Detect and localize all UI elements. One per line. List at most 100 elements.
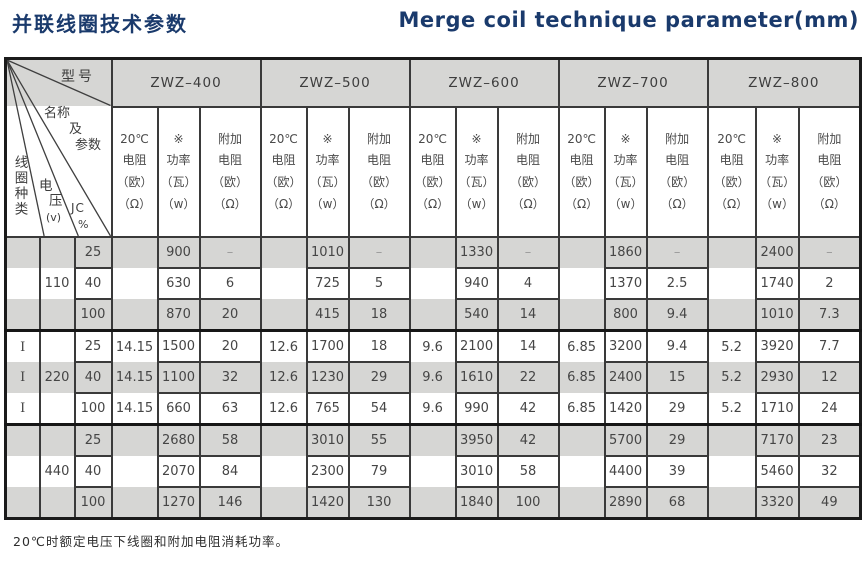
subheader-r20: 20℃ 电阻 （欧） （Ω） bbox=[408, 106, 457, 238]
cell-additional-resistance: 24 bbox=[797, 392, 862, 426]
title-bar: 并联线圈技术参数 Merge coil technique parameter(… bbox=[0, 0, 865, 42]
cell-additional-resistance: 9.4 bbox=[645, 329, 709, 363]
cell-additional-resistance: 29 bbox=[645, 423, 709, 457]
table-row: 25 2680 58 3010 55 3950 42 5700 29 7170 23 bbox=[4, 423, 862, 457]
cell-resistance-20c bbox=[706, 456, 757, 487]
cell-additional-resistance: 42 bbox=[496, 392, 560, 426]
cell-power: 1610 bbox=[454, 361, 499, 394]
cell-resistance-20c: 9.6 bbox=[408, 329, 457, 362]
cell-additional-resistance: 7.7 bbox=[797, 329, 862, 363]
cell-resistance-20c bbox=[110, 268, 159, 299]
cell-additional-resistance: 5 bbox=[347, 267, 411, 300]
cell-additional-resistance: 54 bbox=[347, 392, 411, 426]
cell-resistance-20c bbox=[259, 456, 308, 487]
cell-additional-resistance: 49 bbox=[797, 486, 862, 520]
cell-resistance-20c bbox=[557, 487, 606, 519]
cell-additional-resistance: 18 bbox=[347, 298, 411, 332]
cell-additional-resistance: 79 bbox=[347, 455, 411, 488]
cell-power: 1840 bbox=[454, 486, 499, 520]
cell-resistance-20c bbox=[110, 299, 159, 331]
subheader-radd: 附加 电阻 （欧） （Ω） bbox=[645, 106, 709, 238]
cell-coil-type bbox=[4, 487, 41, 519]
cell-power: 2930 bbox=[754, 361, 800, 394]
cell-additional-resistance: 29 bbox=[645, 392, 709, 426]
cell-voltage: 110 bbox=[38, 268, 76, 299]
corner-label-parameter: 参数 bbox=[75, 138, 102, 153]
cell-additional-resistance: – bbox=[496, 236, 560, 269]
corner-label-coil-type: 线圈种类 bbox=[11, 155, 28, 217]
cell-power: 940 bbox=[454, 267, 499, 300]
corner-label-voltage-2: 压 bbox=[49, 193, 63, 209]
table-row: 440 40 2070 84 2300 79 3010 58 4400 39 5460 32 bbox=[4, 455, 862, 488]
cell-power: 2300 bbox=[305, 455, 350, 488]
cell-power: 1710 bbox=[754, 392, 800, 426]
cell-power: 4400 bbox=[603, 455, 648, 488]
cell-resistance-20c bbox=[706, 487, 757, 519]
cell-resistance-20c: 9.6 bbox=[408, 362, 457, 393]
cell-additional-resistance: – bbox=[347, 236, 411, 269]
cell-coil-type: I bbox=[4, 393, 41, 425]
cell-power: 5460 bbox=[754, 455, 800, 488]
cell-power: 765 bbox=[305, 392, 350, 426]
cell-voltage bbox=[38, 237, 76, 268]
model-header-zwz400: ZWZ–400 bbox=[110, 57, 262, 108]
cell-resistance-20c: 14.15 bbox=[110, 362, 159, 393]
cell-power: 1700 bbox=[305, 329, 350, 363]
cell-additional-resistance: 18 bbox=[347, 329, 411, 363]
cell-resistance-20c: 12.6 bbox=[259, 393, 308, 425]
table-row: I 100 14.15 660 63 12.6 765 54 9.6 990 42 6.85 1420 2… bbox=[4, 392, 862, 426]
footnote: 20℃时额定电压下线圈和附加电阻消耗功率。 bbox=[13, 534, 289, 549]
cell-additional-resistance: – bbox=[198, 236, 262, 269]
cell-additional-resistance: 68 bbox=[645, 486, 709, 520]
subheader-radd: 附加 电阻 （欧） （Ω） bbox=[797, 106, 862, 238]
cell-resistance-20c bbox=[706, 299, 757, 331]
corner-label-jc: JC bbox=[71, 201, 85, 215]
subheader-power: ※ 功率 （瓦） （w） bbox=[156, 106, 201, 238]
cell-power: 1500 bbox=[156, 329, 201, 363]
corner-label-voltage-1: 电 bbox=[39, 178, 53, 194]
cell-coil-type bbox=[4, 268, 41, 299]
cell-additional-resistance: 42 bbox=[496, 423, 560, 457]
cell-power: 2400 bbox=[603, 361, 648, 394]
cell-coil-type: I bbox=[4, 362, 41, 393]
cell-resistance-20c bbox=[706, 268, 757, 299]
cell-voltage bbox=[38, 393, 76, 425]
cell-additional-resistance: 20 bbox=[198, 298, 262, 332]
cell-coil-type: I bbox=[4, 329, 41, 362]
cell-jc: 100 bbox=[73, 486, 113, 520]
cell-power: 3200 bbox=[603, 329, 648, 363]
cell-coil-type bbox=[4, 299, 41, 331]
cell-additional-resistance: 130 bbox=[347, 486, 411, 520]
cell-additional-resistance: 32 bbox=[198, 361, 262, 394]
cell-resistance-20c bbox=[557, 423, 606, 456]
table-row: 100 1270 146 1420 130 1840 100 2890 68 3320 49 bbox=[4, 486, 862, 520]
cell-power: 900 bbox=[156, 236, 201, 269]
cell-resistance-20c bbox=[408, 423, 457, 456]
table-row: I 220 40 14.15 1100 32 12.6 1230 29 9.6 1610 22 6.85… bbox=[4, 361, 862, 394]
cell-resistance-20c bbox=[259, 237, 308, 268]
cell-additional-resistance: 146 bbox=[198, 486, 262, 520]
cell-resistance-20c bbox=[110, 487, 159, 519]
table-row: 110 40 630 6 725 5 940 4 1370 2.5 1740 2 bbox=[4, 267, 862, 300]
cell-power: 800 bbox=[603, 298, 648, 332]
cell-resistance-20c bbox=[408, 299, 457, 331]
subheader-radd: 附加 电阻 （欧） （Ω） bbox=[496, 106, 560, 238]
cell-power: 2070 bbox=[156, 455, 201, 488]
cell-resistance-20c bbox=[110, 237, 159, 268]
model-header-row: 型号 名称 及 参数 线圈种类 电 压 (v) JC % ZWZ–400 ZWZ… bbox=[4, 57, 862, 238]
cell-power: 1230 bbox=[305, 361, 350, 394]
model-header-zwz800: ZWZ–800 bbox=[706, 57, 862, 108]
cell-additional-resistance: 15 bbox=[645, 361, 709, 394]
cell-additional-resistance: – bbox=[645, 236, 709, 269]
cell-jc: 40 bbox=[73, 455, 113, 488]
cell-resistance-20c bbox=[110, 456, 159, 487]
cell-power: 5700 bbox=[603, 423, 648, 457]
corner-label-voltage-unit: (v) bbox=[46, 211, 62, 224]
cell-power: 3920 bbox=[754, 329, 800, 363]
cell-resistance-20c bbox=[408, 237, 457, 268]
cell-additional-resistance: 29 bbox=[347, 361, 411, 394]
cell-jc: 100 bbox=[73, 392, 113, 426]
cell-additional-resistance: 14 bbox=[496, 298, 560, 332]
cell-power: 415 bbox=[305, 298, 350, 332]
cell-power: 990 bbox=[454, 392, 499, 426]
